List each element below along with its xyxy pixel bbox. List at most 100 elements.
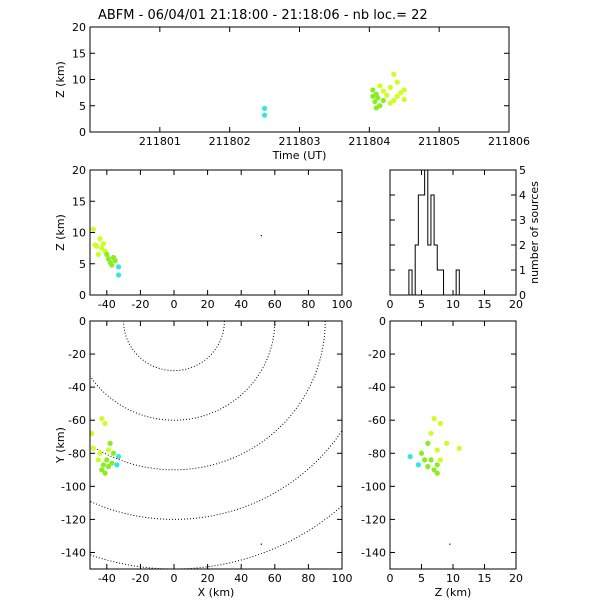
y-tick-label: -140 — [361, 546, 386, 559]
x-tick-label: 211805 — [418, 135, 460, 148]
x-tick-label: 60 — [268, 298, 282, 311]
source-point — [428, 430, 434, 437]
source-point — [437, 420, 443, 427]
y-axis-label: Z (km) — [54, 61, 67, 98]
panel-x-height: -40 -20 0 20 40 60 80 100 0 5 10 15 20 Z (km) — [54, 164, 353, 311]
x-axis-label: Time (UT) — [272, 149, 327, 162]
source-point — [418, 450, 425, 456]
y-tick-label: 3 — [519, 214, 526, 227]
y-axis-label: Y (km) — [54, 427, 67, 464]
x-tick-label: -40 — [98, 298, 116, 311]
source-point — [431, 467, 437, 473]
source-point — [95, 251, 101, 257]
panel-height-y: 0 5 10 15 20 -140 -120 -100 -80 -60 -40 -20 0 Z (km) — [361, 315, 523, 599]
y-tick-label: 5 — [79, 258, 86, 271]
source-point — [102, 420, 108, 427]
x-tick-label: 100 — [332, 298, 353, 311]
source-point — [391, 71, 397, 77]
x-tick-label: -40 — [98, 572, 116, 585]
source-point — [401, 87, 407, 93]
x-tick-label: 5 — [418, 298, 425, 311]
source-point — [456, 445, 462, 451]
source-point — [115, 272, 122, 278]
source-point — [109, 460, 115, 466]
y-tick-label: 1 — [519, 264, 526, 277]
y-tick-label: -60 — [368, 414, 386, 427]
source-point — [260, 543, 262, 545]
plot-area — [90, 321, 342, 569]
x-tick-label: 40 — [234, 572, 248, 585]
source-point — [373, 105, 379, 111]
source-point — [380, 88, 386, 94]
y-tick-label: -40 — [368, 381, 386, 394]
x-tick-label: 20 — [509, 298, 523, 311]
source-point — [94, 243, 100, 249]
x-tick-label: 80 — [301, 298, 315, 311]
y-tick-label: -120 — [61, 513, 86, 526]
source-point — [99, 245, 105, 251]
source-point — [260, 235, 262, 237]
y-tick-label: -120 — [361, 513, 386, 526]
source-point — [434, 462, 440, 468]
source-point — [100, 241, 107, 247]
source-point — [110, 450, 117, 456]
source-point — [107, 440, 113, 446]
y-tick-label: 20 — [72, 21, 86, 34]
x-tick-label: 0 — [171, 572, 178, 585]
x-tick-label: 15 — [478, 572, 492, 585]
x-tick-label: 0 — [387, 298, 394, 311]
source-point — [387, 84, 393, 90]
source-point — [90, 430, 95, 437]
x-tick-label: 100 — [332, 572, 353, 585]
source-point — [261, 112, 268, 118]
panel-time-height: 211801 211802 211803 211804 211805 211806 0 5 10… — [54, 21, 530, 162]
y-tick-label: 15 — [72, 195, 86, 208]
y-tick-label: -40 — [68, 381, 86, 394]
source-point — [97, 236, 103, 242]
source-point — [372, 98, 378, 105]
y-tick-label: 0 — [519, 289, 526, 302]
x-tick-label: 211806 — [488, 135, 530, 148]
x-tick-label: 211801 — [139, 135, 181, 148]
y-tick-label: 2 — [519, 239, 526, 252]
x-tick-label: 80 — [301, 572, 315, 585]
source-point — [99, 415, 105, 422]
plot-area — [408, 170, 460, 295]
y-axis-label: number of sources — [528, 181, 541, 284]
y-tick-label: 0 — [79, 126, 86, 139]
source-point — [370, 93, 376, 99]
y-tick-label: 20 — [72, 164, 86, 177]
x-tick-label: 0 — [171, 298, 178, 311]
source-point — [377, 83, 383, 89]
x-tick-label: -20 — [131, 298, 149, 311]
x-tick-label: 10 — [446, 572, 460, 585]
x-axis-label: X (km) — [198, 586, 235, 599]
range-ring — [123, 321, 225, 372]
y-tick-label: 0 — [79, 289, 86, 302]
x-tick-label: -20 — [131, 572, 149, 585]
source-point — [428, 457, 434, 463]
y-tick-label: -80 — [368, 447, 386, 460]
source-point — [434, 470, 440, 476]
source-point — [422, 457, 428, 463]
figure-plots: 211801 211802 211803 211804 211805 2118060510… — [54, 21, 542, 599]
x-tick-label: 211802 — [209, 135, 251, 148]
y-tick-label: 0 — [379, 315, 386, 328]
figure-title: ABFM - 06/04/01 21:18:00 - 21:18:06 - nb… — [98, 8, 428, 23]
source-point — [370, 87, 376, 93]
plot-area — [407, 415, 462, 545]
y-tick-label: 5 — [519, 164, 526, 177]
source-point — [449, 543, 451, 545]
source-point — [394, 93, 400, 99]
x-tick-label: 211804 — [348, 135, 390, 148]
source-point — [434, 447, 440, 453]
y-tick-label: -100 — [361, 480, 386, 493]
source-point — [261, 105, 268, 111]
y-tick-label: -20 — [368, 348, 386, 361]
source-point — [104, 457, 110, 463]
source-point — [444, 440, 450, 446]
y-tick-label: 4 — [519, 189, 526, 202]
x-tick-label: 60 — [268, 572, 282, 585]
